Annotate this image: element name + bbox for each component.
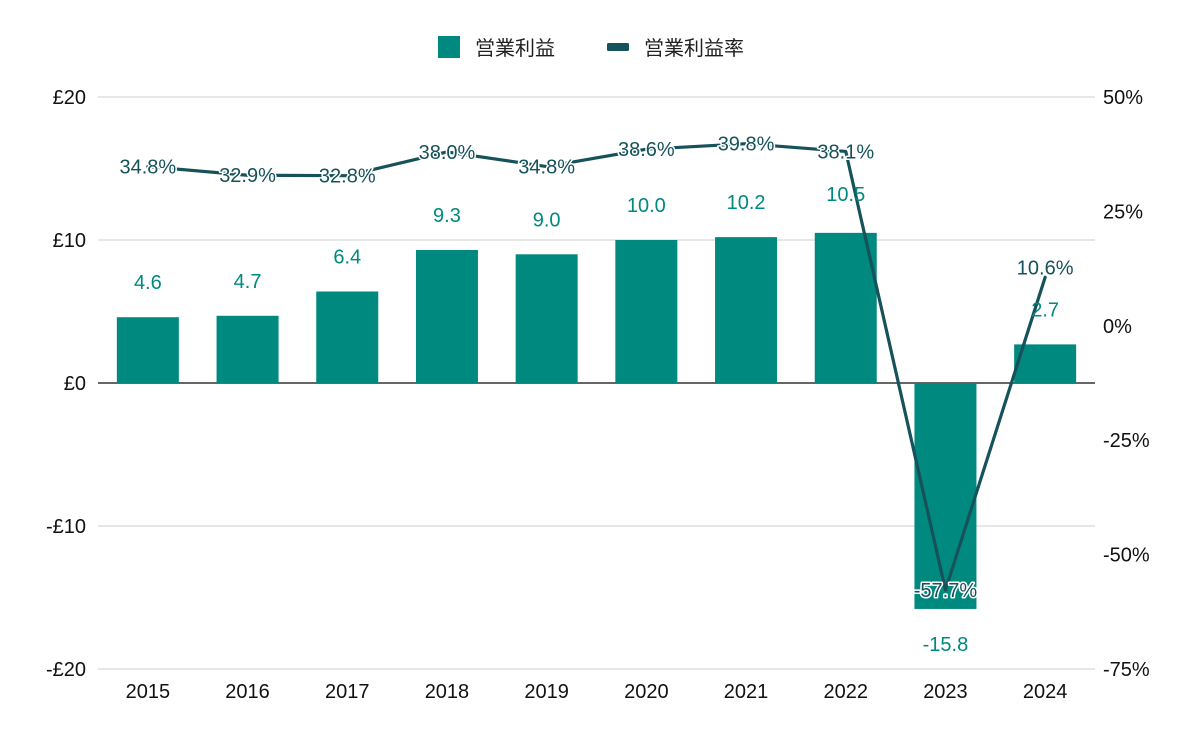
y-left-tick-label: -£20 <box>46 659 86 681</box>
line-value-label: 38.6% <box>618 139 675 161</box>
line-value-label: -57.7% <box>914 580 978 602</box>
bar-value-label: 2.7 <box>1031 299 1059 321</box>
line-value-label: 39.8% <box>718 134 775 156</box>
bar-series <box>116 232 1077 609</box>
bar <box>316 291 379 383</box>
bar <box>715 237 778 383</box>
y-right-tick-label: 25% <box>1103 201 1143 223</box>
line-value-label: 10.6% <box>1017 257 1074 279</box>
data-labels: 4.6 4.7 6.4 9.3 9.0 10.0 10.2 10.5 -15.8 2.7 34.8%… <box>118 132 1075 656</box>
bar-value-label: 9.0 <box>533 209 561 231</box>
y-right-tick-label: -50% <box>1103 545 1150 567</box>
y-left-tick-label: £0 <box>64 373 86 395</box>
bar <box>814 232 877 383</box>
y-left-tick-label: £10 <box>53 230 86 252</box>
bar-value-label: 4.7 <box>234 271 262 293</box>
line-value-label: 38.0% <box>419 142 476 164</box>
line-value-label: 38.1% <box>817 141 874 163</box>
x-tick-label: 2023 <box>923 681 968 703</box>
line-value-label: 32.9% <box>219 165 276 187</box>
bar <box>216 315 279 383</box>
x-tick-label: 2021 <box>724 681 769 703</box>
bar-value-label: -15.8 <box>923 634 969 656</box>
line-value-label: 34.8% <box>119 157 176 179</box>
axes: £20 £10 £0 -£10 -£20 50% 25% 0% -25% -50% -75% 2015… <box>46 87 1150 703</box>
bar-value-label: 10.0 <box>627 195 666 217</box>
line-value-label: 34.8% <box>518 157 575 179</box>
y-left-tick-label: -£10 <box>46 516 86 538</box>
y-right-tick-label: 50% <box>1103 87 1143 109</box>
x-tick-label: 2017 <box>325 681 370 703</box>
y-right-tick-label: -75% <box>1103 659 1150 681</box>
x-tick-label: 2018 <box>425 681 470 703</box>
bar <box>1014 344 1077 383</box>
x-tick-label: 2020 <box>624 681 669 703</box>
bar <box>116 317 179 383</box>
bar-value-label: 10.2 <box>727 192 766 214</box>
line-value-label: 32.8% <box>319 166 376 188</box>
x-tick-label: 2015 <box>126 681 171 703</box>
line-series <box>146 142 1047 592</box>
legend: 営業利益 営業利益率 <box>438 36 744 60</box>
bar <box>515 254 578 383</box>
bar-value-label: 10.5 <box>826 184 865 206</box>
bar-value-label: 4.6 <box>134 272 162 294</box>
y-right-tick-label: 0% <box>1103 316 1132 338</box>
legend-swatch-bar <box>438 36 460 58</box>
bar <box>415 250 478 383</box>
legend-label-bar: 営業利益 <box>475 37 555 60</box>
x-tick-label: 2019 <box>524 681 569 703</box>
bar <box>615 240 678 383</box>
bar-value-label: 6.4 <box>333 246 361 268</box>
x-tick-label: 2024 <box>1023 681 1068 703</box>
margin-line <box>146 142 1047 592</box>
bar-value-label: 9.3 <box>433 205 461 227</box>
x-tick-label: 2016 <box>225 681 270 703</box>
legend-swatch-line <box>607 43 629 51</box>
y-right-tick-label: -25% <box>1103 430 1150 452</box>
legend-label-line: 営業利益率 <box>644 37 744 60</box>
x-tick-label: 2022 <box>824 681 869 703</box>
y-left-tick-label: £20 <box>53 87 86 109</box>
